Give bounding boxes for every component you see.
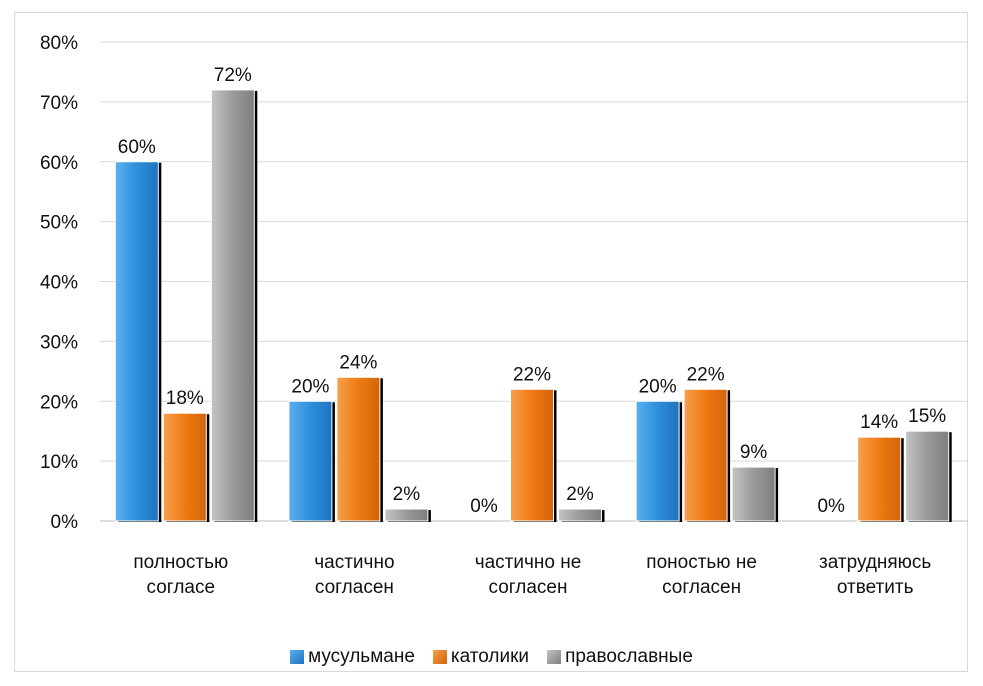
legend-swatch-2 (432, 650, 447, 664)
x-category-label: согласен (315, 577, 394, 598)
bar-2-4 (683, 388, 728, 522)
data-label: 20% (639, 376, 677, 397)
bar-3-2 (384, 508, 429, 522)
y-tick-label: 50% (40, 213, 78, 234)
data-label: 24% (339, 352, 377, 373)
x-category-label: согласен (488, 577, 567, 598)
bar-2-5 (857, 436, 902, 522)
bar-3-3 (558, 508, 602, 522)
data-label: 2% (393, 484, 421, 505)
bar-2-2 (336, 376, 381, 522)
y-tick-label: 40% (40, 273, 78, 294)
legend-label-3: православные (565, 646, 693, 667)
data-label: 72% (214, 65, 252, 86)
bar-2-1 (162, 412, 207, 522)
x-category-label: согласен (662, 577, 741, 598)
y-tick-label: 10% (40, 452, 78, 473)
data-label: 0% (470, 496, 498, 517)
bar-1-4 (635, 400, 680, 522)
x-category-label: частично не (475, 552, 582, 573)
chart-legend: мусульмане католики православные (0, 646, 983, 668)
bar-3-5 (905, 430, 950, 522)
legend-item-series-1: мусульмане (290, 646, 415, 668)
x-category-label: затрудняюсь (819, 552, 931, 573)
y-tick-label: 30% (40, 332, 78, 353)
bar-1-2 (288, 400, 333, 522)
legend-label-2: католики (450, 646, 530, 667)
x-category-label: частично (314, 552, 394, 573)
data-label: 22% (513, 364, 551, 385)
legend-swatch-3 (547, 650, 562, 664)
y-tick-label: 60% (40, 153, 78, 174)
legend-swatch-1 (290, 650, 305, 664)
x-category-label: согласе (147, 577, 216, 598)
y-tick-label: 70% (40, 93, 78, 114)
bar-1-1 (114, 161, 159, 522)
x-category-label: ответить (837, 577, 914, 598)
data-label: 9% (740, 442, 768, 463)
legend-label-1: мусульмане (308, 646, 415, 667)
x-category-label: полностью (133, 552, 228, 573)
bar-2-3 (510, 388, 554, 522)
bar-3-4 (731, 466, 776, 522)
chart-frame (14, 12, 968, 672)
data-label: 15% (908, 406, 946, 427)
data-label: 60% (118, 137, 156, 158)
legend-item-series-3: православные (547, 646, 693, 668)
y-tick-label: 80% (40, 33, 78, 54)
legend-item-series-2: католики (432, 646, 530, 668)
y-tick-label: 0% (51, 512, 79, 533)
data-label: 20% (291, 376, 329, 397)
data-label: 14% (860, 412, 898, 433)
data-label: 18% (166, 388, 204, 409)
data-label: 0% (817, 496, 845, 517)
bar-3-1 (210, 89, 255, 522)
x-category-label: поностью не (646, 552, 757, 573)
data-label: 2% (566, 484, 594, 505)
data-label: 22% (687, 364, 725, 385)
y-tick-label: 20% (40, 392, 78, 413)
